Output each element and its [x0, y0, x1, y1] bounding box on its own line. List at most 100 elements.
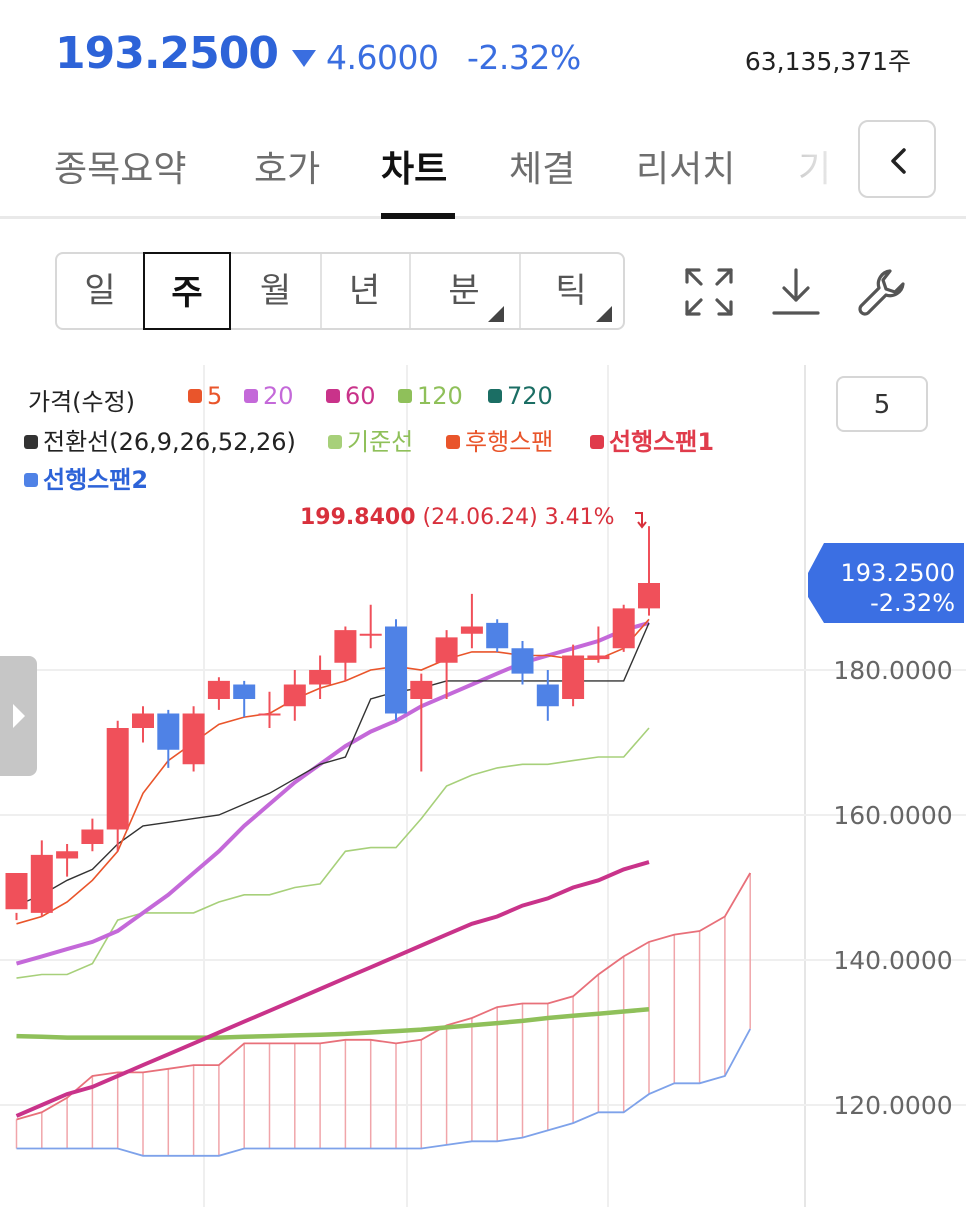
tab-scroll-back-button[interactable]: [858, 120, 936, 198]
chevron-right-icon: [13, 704, 25, 728]
chart-grid: [0, 365, 966, 1207]
legend-leading-span1[interactable]: 선행스팬1: [590, 422, 714, 457]
ichimoku-cloud: [15, 872, 751, 1157]
y-tick-label: 160.0000: [833, 801, 952, 830]
tab-chart[interactable]: 차트: [381, 149, 448, 190]
legend-ma20-label: 20: [263, 382, 294, 410]
legend-ma120-label: 120: [417, 382, 463, 410]
candle-body: [106, 728, 129, 830]
ma60-line: [15, 860, 650, 1118]
period-day[interactable]: 일: [84, 271, 116, 311]
tab-summary[interactable]: 종목요약: [54, 149, 187, 190]
legend-swatch-ma720: [488, 389, 502, 403]
candle-body: [309, 670, 332, 685]
price-chart[interactable]: 120.0000 140.0000 160.0000 180.0000 193.250…: [0, 365, 966, 1207]
candle-body: [486, 622, 509, 649]
candle-body: [5, 873, 28, 910]
high-pct: 3.41%: [544, 505, 615, 530]
legend-swatch-span2: [24, 473, 38, 487]
legend-ma720-label: 720: [507, 382, 553, 410]
legend-span1-label: 선행스팬1: [609, 428, 715, 456]
fullscreen-icon[interactable]: [683, 266, 735, 318]
period-year[interactable]: 년: [348, 271, 381, 311]
ma5-line: [16, 618, 650, 925]
high-price: 199.8400: [300, 505, 416, 530]
candle-body: [207, 680, 230, 699]
legend-conversion-label: 전환선(26,9,26,52,26): [43, 428, 296, 456]
tab-research[interactable]: 리서치: [636, 149, 736, 190]
legend-swatch-span1: [590, 435, 604, 449]
tab-orderbook[interactable]: 호가: [254, 149, 321, 190]
candlesticks: [5, 526, 660, 921]
legend-base-label: 기준선: [347, 428, 414, 456]
legend-swatch-base: [328, 435, 342, 449]
trading-volume: 63,135,371주: [744, 47, 911, 76]
base-line: [16, 727, 650, 979]
tab-divider: [0, 216, 966, 219]
legend-ma5[interactable]: 5: [188, 382, 222, 410]
legend-base-line[interactable]: 기준선: [328, 422, 413, 457]
plot-area: [0, 365, 805, 1207]
price-change-percent: -2.32%: [467, 38, 581, 77]
period-minute[interactable]: 분: [448, 271, 480, 311]
legend-ma60[interactable]: 60: [326, 382, 376, 410]
candle-body: [334, 630, 357, 663]
tab-trades[interactable]: 체결: [509, 149, 576, 190]
seg-divider: [409, 254, 411, 328]
candle-body: [587, 655, 610, 660]
candle-body: [638, 583, 660, 609]
settings-wrench-icon[interactable]: [856, 266, 908, 318]
candle-body: [157, 713, 180, 750]
current-price: 193.2500: [55, 28, 279, 79]
candle-body: [233, 684, 256, 699]
current-price-tag: [808, 543, 964, 623]
current-price-tag-value: 193.2500: [840, 559, 955, 587]
legend-lagging-span[interactable]: 후행스팬: [446, 422, 553, 457]
high-price-annotation: 199.8400 (24.06.24) 3.41%: [300, 505, 615, 530]
candle-body: [385, 626, 407, 714]
tab-fade: [790, 125, 860, 205]
legend-conversion[interactable]: 전환선(26,9,26,52,26): [24, 422, 296, 457]
y-tick-label: 180.0000: [833, 656, 952, 685]
period-month[interactable]: 월: [259, 271, 292, 311]
candle-body: [258, 713, 281, 716]
period-tick[interactable]: 틱: [555, 271, 587, 311]
zoom-level-button[interactable]: 5: [836, 376, 928, 432]
legend-leading-span2[interactable]: 선행스팬2: [24, 460, 148, 495]
candle-body: [132, 713, 154, 728]
download-icon[interactable]: [770, 266, 822, 318]
legend-span2-label: 선행스팬2: [43, 466, 149, 494]
seg-divider: [519, 254, 521, 328]
legend-swatch-conversion: [24, 435, 38, 449]
legend-ma720[interactable]: 720: [488, 382, 553, 410]
active-tab-indicator: [381, 213, 455, 219]
candle-body: [536, 684, 559, 707]
y-tick-label: 120.0000: [833, 1091, 952, 1120]
legend-swatch-ma120: [398, 389, 412, 403]
high-marker-arrow-icon: [635, 512, 647, 529]
current-price-tag-pct: -2.32%: [870, 589, 955, 617]
candle-body: [283, 684, 306, 707]
legend-ma5-label: 5: [207, 382, 223, 410]
candle-body: [511, 648, 534, 674]
y-tick-label: 140.0000: [833, 946, 952, 975]
chevron-left-icon: [891, 148, 906, 174]
legend-lagging-label: 후행스팬: [465, 428, 554, 456]
price-tags: 193.2500-2.32%: [808, 543, 964, 623]
candle-body: [359, 633, 382, 636]
legend-swatch-ma20: [244, 389, 258, 403]
price-change: 4.6000: [326, 38, 439, 77]
legend-swatch-ma5: [188, 389, 202, 403]
indicator-lines: [15, 618, 650, 1118]
legend-swatch-lagging: [446, 435, 460, 449]
y-axis: 120.0000 140.0000 160.0000 180.0000: [833, 656, 952, 1120]
side-panel-handle[interactable]: [0, 656, 37, 776]
legend-ma120[interactable]: 120: [398, 382, 463, 410]
period-selector: [55, 252, 625, 330]
legend-ma20[interactable]: 20: [244, 382, 294, 410]
legend-ma60-label: 60: [345, 382, 376, 410]
candle-body: [562, 655, 585, 699]
period-week[interactable]: 주: [143, 252, 231, 330]
legend-swatch-ma60: [326, 389, 340, 403]
seg-divider: [320, 254, 322, 328]
